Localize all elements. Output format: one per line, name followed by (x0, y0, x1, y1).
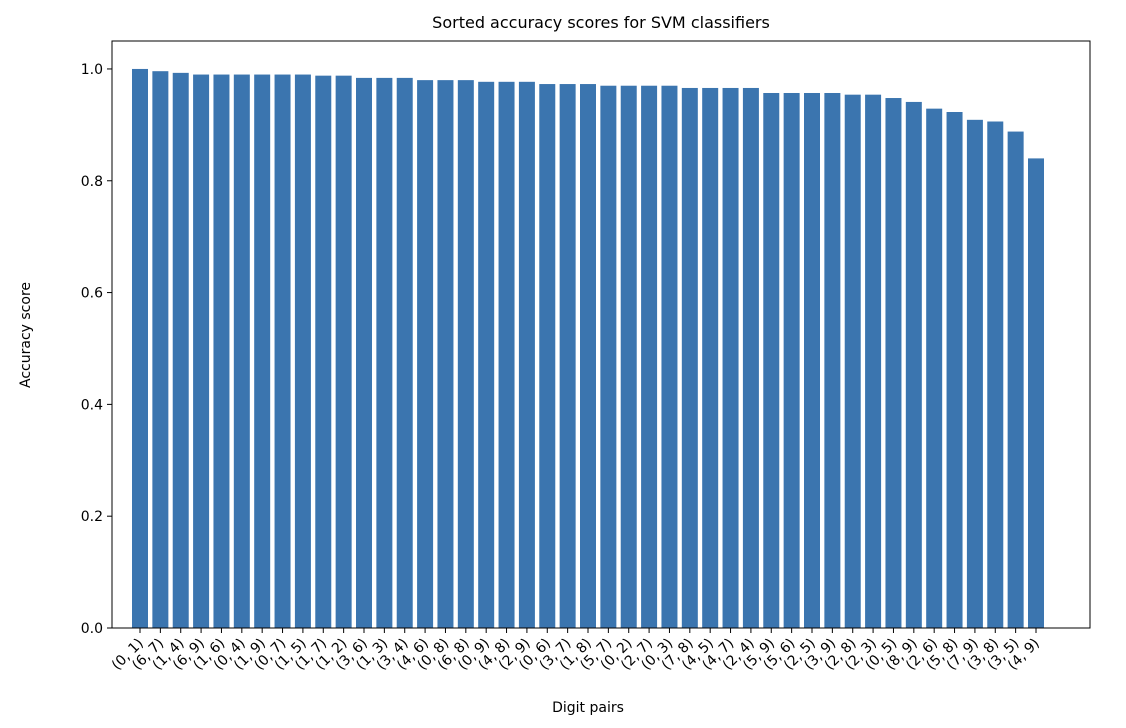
bar (742, 87, 759, 628)
bar (315, 75, 332, 628)
bar (376, 77, 393, 628)
bar (763, 92, 780, 628)
bar (661, 85, 678, 628)
bar (335, 75, 352, 628)
bar (152, 71, 169, 628)
y-tick-label: 0.8 (81, 174, 103, 190)
bar (905, 101, 922, 629)
bar (132, 68, 148, 628)
bar (233, 74, 250, 629)
bar (722, 87, 739, 628)
bar (294, 74, 311, 629)
bar (926, 108, 943, 628)
plot-frame (111, 40, 1091, 629)
bar (824, 92, 841, 628)
bar (1007, 131, 1024, 628)
y-tick-label: 1.0 (81, 62, 103, 78)
bar (498, 81, 515, 628)
y-tick-label: 0.4 (81, 397, 103, 413)
bar (254, 74, 271, 629)
bar (620, 85, 637, 628)
bar (518, 81, 535, 628)
y-axis-label: Accuracy score (18, 282, 34, 388)
chart-title: Sorted accuracy scores for SVM classifie… (432, 13, 770, 32)
y-tick-label: 0.0 (81, 621, 103, 637)
bar (274, 74, 291, 629)
bar (783, 92, 800, 628)
bar (946, 111, 963, 629)
bar (865, 94, 882, 628)
bar (417, 80, 434, 629)
bar (580, 84, 596, 628)
bar (559, 84, 576, 628)
bar (478, 81, 495, 628)
bar (213, 74, 230, 629)
bar (702, 87, 719, 628)
bar (1028, 158, 1044, 628)
bar (987, 121, 1004, 628)
bar (193, 74, 210, 629)
bar (804, 92, 820, 628)
bar (437, 80, 454, 629)
bar (885, 98, 902, 629)
bar (539, 84, 556, 628)
bar (681, 87, 698, 628)
bar (600, 85, 617, 628)
bar (966, 119, 983, 628)
bar (457, 80, 474, 629)
bar (844, 94, 861, 628)
x-axis-label: Digit pairs (552, 700, 624, 716)
y-tick-label: 0.2 (81, 509, 103, 525)
bar (172, 72, 189, 628)
bar (396, 77, 413, 628)
bar (641, 85, 658, 628)
y-tick-label: 0.6 (81, 286, 103, 302)
bar (356, 77, 372, 628)
